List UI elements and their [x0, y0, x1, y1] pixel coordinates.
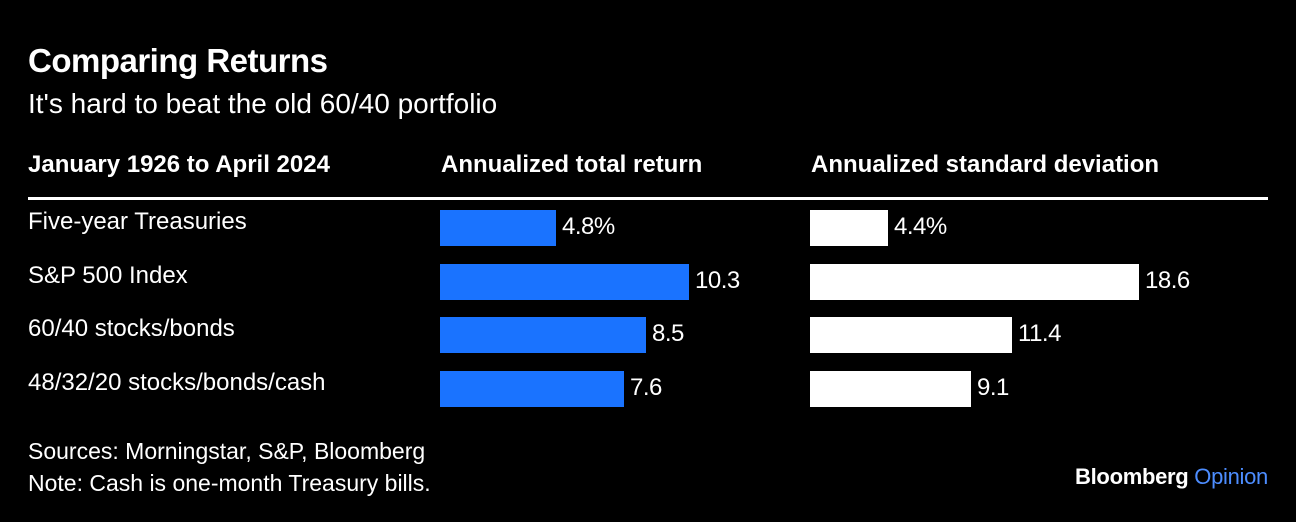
stdev-bar	[810, 263, 1139, 300]
return-bar	[440, 210, 556, 246]
category-label: 60/40 stocks/bonds	[28, 315, 235, 342]
return-bar	[440, 370, 624, 407]
stdev-value-label: 18.6	[1145, 266, 1190, 294]
brand-name: Bloomberg	[1075, 464, 1189, 489]
return-value-label: 8.5	[652, 320, 684, 347]
return-value-label: 4.8%	[562, 213, 615, 240]
chart-subtitle: It's hard to beat the old 60/40 portfoli…	[28, 88, 498, 119]
stdev-value-label: 9.1	[977, 373, 1009, 401]
category-label: S&P 500 Index	[28, 261, 188, 289]
stdev-bar	[810, 317, 1012, 353]
return-header: Annualized total return	[441, 151, 703, 178]
brand-section: Opinion	[1194, 464, 1268, 489]
bloomberg-opinion-logo: Bloomberg Opinion	[1075, 464, 1268, 490]
return-bar	[440, 263, 689, 300]
category-label: 48/32/20 stocks/bonds/cash	[28, 368, 326, 396]
category-label: Five-year Treasuries	[28, 208, 247, 235]
chart-title: Comparing Returns	[28, 42, 328, 79]
note-text: Note: Cash is one-month Treasury bills.	[28, 470, 431, 496]
stdev-header: Annualized standard deviation	[811, 151, 1160, 178]
period-header: January 1926 to April 2024	[28, 151, 330, 178]
header-divider	[28, 197, 1268, 200]
stdev-bar	[810, 210, 888, 246]
return-value-label: 10.3	[695, 266, 740, 294]
return-value-label: 7.6	[630, 373, 662, 401]
stdev-bar	[810, 370, 971, 407]
stdev-value-label: 11.4	[1018, 320, 1061, 347]
return-bar	[440, 317, 646, 353]
stdev-value-label: 4.4%	[894, 213, 947, 240]
sources-text: Sources: Morningstar, S&P, Bloomberg	[28, 438, 426, 464]
